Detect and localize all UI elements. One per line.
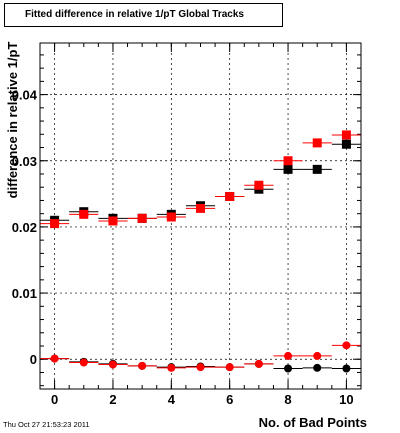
x-tick-label: 2 — [109, 392, 116, 407]
x-axis-label: No. of Bad Points — [259, 415, 367, 430]
data-point-circle — [108, 360, 117, 369]
data-point-circle — [342, 364, 351, 373]
data-point-circle — [284, 364, 293, 373]
x-tick-label: 6 — [226, 392, 233, 407]
data-point-circle — [313, 363, 322, 372]
x-tick-label: 4 — [168, 392, 176, 407]
data-point-square — [166, 212, 176, 222]
data-point-square — [108, 216, 118, 226]
data-series — [40, 130, 361, 229]
y-axis-label: difference in relative 1/pT — [5, 42, 20, 199]
data-point-square — [50, 219, 60, 229]
data-point-circle — [167, 363, 176, 372]
grid-lines — [40, 43, 361, 389]
x-tick-label: 8 — [284, 392, 291, 407]
data-points — [40, 130, 361, 373]
data-series — [40, 341, 361, 372]
data-point-square — [283, 156, 293, 166]
data-point-circle — [225, 363, 234, 372]
data-point-circle — [313, 351, 322, 360]
data-point-circle — [342, 341, 351, 350]
x-tick-label: 10 — [339, 392, 353, 407]
y-tick-label: 0.01 — [12, 286, 37, 301]
data-point-square — [283, 164, 293, 174]
y-tick-label: 0 — [30, 352, 37, 367]
x-axis-ticks: 0 2 4 6 8 10 — [51, 43, 354, 407]
data-point-square — [312, 138, 322, 148]
data-point-square — [137, 213, 147, 223]
data-point-square — [341, 139, 351, 149]
y-tick-label: 0.02 — [12, 220, 37, 235]
data-point-square — [341, 130, 351, 140]
data-point-square — [312, 164, 322, 174]
data-point-circle — [254, 359, 263, 368]
timestamp: Thu Oct 27 21:53:23 2011 — [3, 420, 90, 429]
data-point-square — [254, 180, 264, 190]
data-point-square — [79, 209, 89, 219]
data-point-circle — [50, 354, 59, 363]
data-point-circle — [79, 358, 88, 367]
data-point-square — [225, 191, 235, 201]
plot-frame — [39, 42, 362, 390]
data-point-circle — [196, 363, 205, 372]
y-tick-label: 0.04 — [12, 88, 38, 103]
data-point-circle — [138, 361, 147, 370]
data-point-square — [196, 203, 205, 213]
data-point-circle — [284, 351, 293, 360]
chart-title: Fitted difference in relative 1/pT Globa… — [4, 3, 283, 27]
x-tick-label: 0 — [51, 392, 58, 407]
y-tick-label: 0.03 — [12, 154, 37, 169]
y-axis-ticks: 0 0.01 0.02 0.03 0.04 — [12, 54, 361, 387]
